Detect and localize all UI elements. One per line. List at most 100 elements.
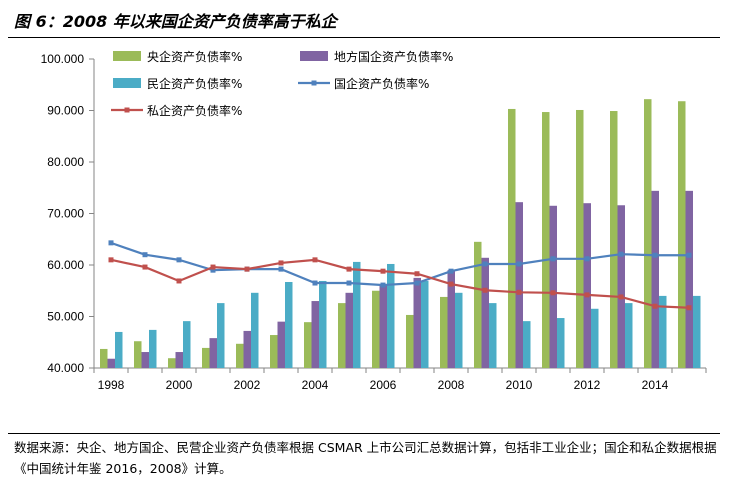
bar-民企资产负债率%-2007 [421,280,429,368]
bar-地方国企资产负债率%-2000 [175,352,183,368]
x-tick-label: 2010 [506,378,533,392]
marker-国企资产负债率%-2006 [380,282,386,288]
x-tick-label: 2004 [302,378,329,392]
x-tick-label: 2012 [574,378,601,392]
marker-国企资产负债率%-2014 [652,252,658,258]
bar-民企资产负债率%-1999 [149,329,157,368]
legend-label: 央企资产负债率% [147,49,242,64]
bar-地方国企资产负债率%-2007 [413,277,421,368]
marker-国企资产负债率%-1999 [142,252,148,258]
marker-私企资产负债率%-2005 [346,266,352,272]
y-tick-label: 100.000 [41,52,85,66]
footer-divider [8,433,720,434]
y-tick-label: 60.000 [47,258,84,272]
bar-地方国企资产负债率%-2002 [243,330,251,368]
x-tick-label: 2008 [438,378,465,392]
x-tick-label: 2002 [234,378,261,392]
bar-民企资产负债率%-2011 [557,318,565,368]
bar-民企资产负债率%-2009 [489,303,497,368]
legend-label: 国企资产负债率% [334,76,429,91]
bar-民企资产负债率%-2002 [251,292,259,368]
bar-地方国企资产负债率%-2014 [651,190,659,368]
x-tick-label: 2000 [166,378,193,392]
bar-央企资产负债率%-2013 [610,111,618,368]
y-tick-label: 40.000 [47,361,84,375]
bar-地方国企资产负债率%-2001 [209,338,217,368]
marker-国企资产负债率%-2009 [482,261,488,267]
bar-民企资产负债率%-1998 [115,331,123,368]
marker-私企资产负债率%-1998 [108,257,114,263]
bar-央企资产负债率%-2001 [202,347,210,368]
x-tick-label: 2006 [370,378,397,392]
bar-民企资产负债率%-2000 [183,321,191,368]
marker-国企资产负债率%-2004 [312,280,318,286]
bar-民企资产负债率%-2004 [319,280,327,368]
bar-民企资产负债率%-2001 [217,303,225,368]
marker-国企资产负债率%-2013 [618,251,624,257]
line-私企资产负债率% [110,258,690,309]
bar-地方国企资产负债率%-1998 [107,358,115,368]
title-divider [8,37,720,38]
bar-地方国企资产负债率%-1999 [141,352,149,368]
bar-民企资产负债率%-2014 [659,295,667,368]
bar-央企资产负债率%-2007 [406,314,414,368]
marker-国企资产负债率%-2007 [414,280,420,286]
bar-地方国企资产负债率%-2012 [583,203,591,368]
marker-私企资产负债率%-2012 [584,292,590,298]
bar-央企资产负债率%-2004 [304,322,312,368]
marker-私企资产负债率%-2014 [652,303,658,309]
legend-swatch [113,78,141,88]
source-note: 数据来源：央企、地方国企、民营企业资产负债率根据 CSMAR 上市公司汇总数据计… [14,440,717,476]
bar-央企资产负债率%-2012 [576,109,584,369]
bar-央企资产负债率%-2000 [168,358,176,368]
bar-地方国企资产负债率%-2010 [515,202,523,368]
x-tick-label: 2014 [642,378,669,392]
bar-地方国企资产负债率%-2009 [481,257,489,368]
bar-地方国企资产负债率%-2006 [379,285,387,368]
y-tick-label: 50.000 [47,310,84,324]
marker-国企资产负债率%-2012 [584,256,590,262]
bar-民企资产负债率%-2005 [353,261,361,368]
marker-私企资产负债率%-2002 [244,266,250,272]
bar-地方国企资产负债率%-2013 [617,205,625,368]
line-国企资产负债率% [110,241,689,287]
bar-央企资产负债率%-2014 [644,99,652,369]
legend-swatch [300,51,328,61]
x-tick-label: 1998 [98,378,125,392]
bar-地方国企资产负债率%-2015 [685,190,693,368]
marker-私企资产负债率%-2001 [210,264,216,270]
marker-私企资产负债率%-2011 [550,290,556,296]
legend-label: 民企资产负债率% [147,76,242,91]
bar-地方国企资产负债率%-2011 [549,205,557,368]
bar-地方国企资产负债率%-2003 [277,321,285,368]
marker-私企资产负债率%-2004 [312,257,318,263]
bar-民企资产负债率%-2006 [387,263,395,368]
marker-私企资产负债率%-2006 [380,268,386,274]
marker-私企资产负债率%-2015 [686,305,692,311]
chart: 40.000 50.000 60.000 70.000 80.000 90.000 100.… [41,49,707,392]
marker-私企资产负债率%-2000 [176,278,182,284]
marker-私企资产负债率%-1999 [142,264,148,270]
legend-swatch [113,51,141,61]
marker-国企资产负债率%-2011 [550,256,556,262]
bar-地方国企资产负债率%-2005 [345,292,353,368]
bar-央企资产负债率%-2002 [236,343,244,368]
bar-央企资产负债率%-2005 [338,303,346,368]
bar-央企资产负债率%-2015 [678,101,686,368]
legend-marker [311,80,317,86]
marker-国企资产负债率%-2000 [176,257,182,263]
y-tick-label: 70.000 [47,207,84,221]
marker-私企资产负债率%-2009 [482,287,488,293]
marker-国企资产负债率%-1998 [108,240,114,246]
marker-国企资产负债率%-2005 [346,280,352,286]
marker-私企资产负债率%-2003 [278,260,284,266]
marker-私企资产负债率%-2010 [516,289,522,295]
marker-私企资产负债率%-2008 [448,281,454,287]
marker-私企资产负债率%-2013 [618,294,624,300]
bar-央企资产负债率%-2010 [508,108,516,368]
legend-label: 地方国企资产负债率% [334,49,453,64]
bar-央企资产负债率%-1999 [134,341,142,368]
y-tick-label: 80.000 [47,155,84,169]
bar-民企资产负债率%-2012 [591,308,599,368]
bar-地方国企资产负债率%-2008 [447,270,455,368]
